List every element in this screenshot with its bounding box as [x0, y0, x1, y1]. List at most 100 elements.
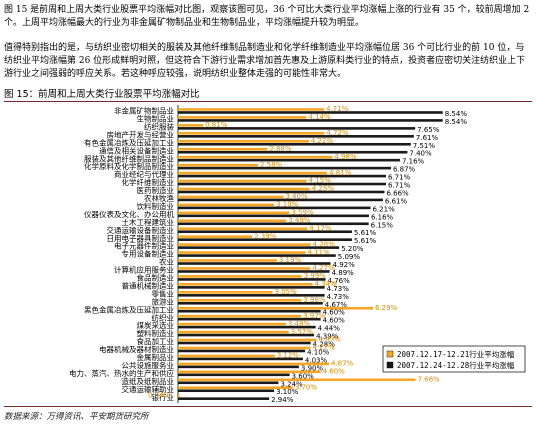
- category-label: 食品加工业: [137, 336, 175, 346]
- category-label: 电子元器件制造业: [114, 241, 174, 251]
- bar-prior-week: [178, 251, 306, 254]
- value-label-prior-week: 2.58%: [260, 161, 283, 169]
- bar-last-week: [178, 182, 387, 186]
- legend-box: [382, 345, 526, 373]
- category-label: 日用电子器具制造业: [107, 233, 175, 243]
- value-label-last-week: 5.61%: [354, 229, 377, 237]
- category-label: 农业: [159, 257, 174, 267]
- category-label: 计算机应用服务业: [114, 265, 174, 275]
- bar-last-week: [178, 349, 306, 353]
- bar-last-week: [178, 166, 391, 170]
- value-label-last-week: 6.87%: [393, 166, 416, 174]
- value-label-prior-week: 4.25%: [312, 185, 335, 193]
- category-label: 纺织业: [152, 312, 175, 322]
- bar-last-week: [178, 301, 323, 305]
- value-label-last-week: 4.89%: [332, 269, 355, 277]
- bar-prior-week: [178, 163, 258, 167]
- bar-last-week: [178, 254, 336, 257]
- bar-last-week: [178, 333, 315, 337]
- category-label: 农林牧渔: [144, 193, 174, 203]
- value-label-last-week: 4.73%: [327, 285, 350, 293]
- value-label-last-week: 7.40%: [409, 150, 432, 158]
- analysis-paragraph: 值得特别指出的是，与纺织业密切相关的服装及其他纤维制品制造业和化学纤维制造业平均…: [4, 43, 526, 79]
- bar-last-week: [178, 365, 299, 369]
- value-label-last-week: 7.51%: [413, 142, 436, 150]
- bar-last-week: [178, 389, 275, 393]
- value-label-last-week: 2.94%: [271, 396, 294, 404]
- bar-last-week: [178, 119, 443, 122]
- category-label: 银行业: [152, 392, 175, 402]
- value-label-last-week: 4.92%: [333, 261, 356, 269]
- value-label-last-week: 4.03%: [305, 356, 328, 364]
- bar-prior-week: [178, 370, 321, 374]
- bar-prior-week: [178, 394, 180, 397]
- value-label-prior-week: 3.59%: [291, 209, 314, 217]
- value-label-prior-week: 3.99%: [304, 272, 327, 280]
- bar-prior-week: [178, 275, 302, 278]
- bar-last-week: [178, 142, 411, 146]
- value-label-prior-week: 2.88%: [269, 145, 292, 153]
- value-label-prior-week: 4.71%: [326, 105, 349, 113]
- bar-last-week: [178, 262, 331, 265]
- bar-last-week: [178, 190, 385, 194]
- bar-last-week: [178, 238, 352, 241]
- bar-last-week: [178, 158, 400, 162]
- bar-last-week: [178, 270, 330, 273]
- bar-chart: 非金属矿物制品业 8.54% 4.71% 生物制品业 8.54% 4.14% 纺织服装 7.6…: [69, 105, 526, 404]
- bar-prior-week: [178, 195, 284, 199]
- category-label: 煤炭采选业: [137, 320, 175, 330]
- category-label: 非金属矿物制品业: [114, 106, 174, 116]
- bar-prior-week: [178, 243, 311, 246]
- category-label: 电力、蒸汽、热水的生产和供应: [69, 368, 174, 378]
- value-label-last-week: 7.65%: [417, 126, 440, 134]
- value-label-last-week: 6.71%: [388, 174, 411, 182]
- bar-prior-week: [178, 378, 416, 382]
- value-label-prior-week: 3.97%: [303, 312, 326, 320]
- bar-prior-week: [178, 203, 275, 207]
- value-label-last-week: 4.39%: [316, 333, 339, 341]
- bar-prior-week: [178, 386, 293, 390]
- category-label: 交通运输设备制造业: [107, 225, 175, 235]
- value-label-last-week: 6.71%: [388, 182, 411, 190]
- value-label-last-week: 6.21%: [373, 205, 396, 213]
- bar-prior-week: [178, 314, 302, 318]
- category-label: 化学原料及化学制品制造业: [84, 161, 174, 171]
- value-label-last-week: 5.61%: [354, 237, 377, 245]
- bar-last-week: [178, 206, 371, 210]
- value-label-last-week: 4.10%: [307, 348, 330, 356]
- bar-last-week: [178, 286, 325, 289]
- bar-prior-week: [178, 211, 290, 215]
- category-label: 造纸及纸制品业: [122, 376, 175, 386]
- value-label-prior-week: 3.57%: [291, 328, 314, 336]
- category-label: 黑色金属冶炼及压延加工业: [84, 304, 174, 314]
- category-label: 电器机械及器材制造业: [99, 344, 174, 354]
- figure-title: 图 15：前周和上周大类行业股票平均涨幅对比: [4, 89, 200, 100]
- value-label-prior-week: 3.05%: [275, 288, 298, 296]
- value-label-prior-week: 4.27%: [312, 344, 335, 352]
- bar-prior-week: [178, 322, 286, 326]
- bar-prior-week: [178, 306, 373, 310]
- category-label: 塑料制造业: [137, 328, 175, 338]
- bar-prior-week: [178, 330, 289, 334]
- value-label-prior-week: 4.34%: [315, 280, 338, 288]
- bar-last-week: [178, 325, 316, 329]
- bar-last-week: [178, 317, 321, 321]
- legend-entry: 2007.12.24-12.28行业平均涨幅: [397, 360, 515, 370]
- value-label-prior-week: 3.40%: [285, 193, 308, 201]
- bar-prior-week: [178, 116, 307, 119]
- value-label-prior-week: 3.98%: [303, 296, 326, 304]
- category-label: 医药制造业: [137, 185, 175, 195]
- bar-prior-week: [178, 171, 328, 175]
- value-label-prior-week: 3.19%: [279, 256, 302, 264]
- category-label: 金属制品业: [137, 352, 175, 362]
- value-label-last-week: 8.54%: [445, 110, 468, 118]
- bar-prior-week: [178, 298, 302, 302]
- intro-paragraph: 图 15 是前周和上周大类行业股票平均涨幅对比图，观察该图可见，36 个可比大类…: [4, 5, 530, 28]
- bar-last-week: [178, 127, 416, 130]
- category-label: 旅游业: [152, 296, 175, 306]
- category-label: 生物制品业: [137, 114, 175, 124]
- category-label: 饮料制造业: [137, 201, 175, 211]
- value-label-last-week: 4.44%: [318, 325, 341, 333]
- value-label-last-week: 4.60%: [323, 309, 346, 317]
- bar-prior-week: [178, 338, 317, 342]
